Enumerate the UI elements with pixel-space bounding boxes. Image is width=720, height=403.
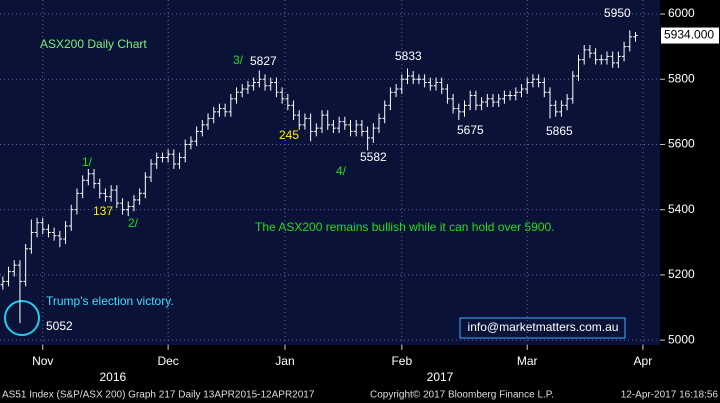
annotation: 5827 <box>250 54 277 68</box>
x-tick-label: Jan <box>275 354 294 368</box>
annotation: 5582 <box>360 150 387 164</box>
annotation: 3/ <box>233 53 244 67</box>
annotation: 1/ <box>82 155 93 169</box>
x-tick-label: Nov <box>32 354 53 368</box>
annotation: 245 <box>279 128 299 142</box>
last-price-box <box>661 27 719 44</box>
x-tick-label: Feb <box>391 354 412 368</box>
footer-right: 12-Apr-2017 16:18:56 <box>621 390 719 401</box>
commentary: The ASX200 remains bullish while it can … <box>255 220 555 234</box>
year-label: 2016 <box>99 370 126 384</box>
last-price-label: 5934.000 <box>664 28 714 42</box>
y-tick-label: 5200 <box>668 267 695 281</box>
y-tick-label: 5400 <box>668 202 695 216</box>
footer-left: AS51 Index (S&P/ASX 200) Graph 217 Daily… <box>2 390 315 401</box>
annotation: 5950 <box>604 6 631 20</box>
y-tick-label: 6000 <box>668 6 695 20</box>
annotation: 4/ <box>336 164 347 178</box>
y-tick-label: 5800 <box>668 71 695 85</box>
annotation: 2/ <box>128 216 139 230</box>
contact-box <box>459 317 626 339</box>
annotation: 5865 <box>546 124 573 138</box>
annotation: 5675 <box>457 123 484 137</box>
x-tick-label: Apr <box>634 354 653 368</box>
y-tick-label: 5600 <box>668 137 695 151</box>
contact: info@marketmatters.com.au <box>468 320 619 334</box>
footer-center: Copyright© 2017 Bloomberg Finance L.P. <box>370 390 554 401</box>
plot-area <box>0 0 660 345</box>
annotation: 5833 <box>395 49 422 63</box>
annotation: 137 <box>93 204 113 218</box>
x-tick-label: Mar <box>517 354 538 368</box>
year-label: 2017 <box>427 370 454 384</box>
event-circle <box>4 300 40 336</box>
y-tick-label: 5000 <box>668 332 695 346</box>
x-tick-label: Dec <box>157 354 178 368</box>
event-label: Trump's election victory. <box>46 294 174 308</box>
chart-title: ASX200 Daily Chart <box>40 37 147 51</box>
annotation: 5052 <box>46 319 73 333</box>
